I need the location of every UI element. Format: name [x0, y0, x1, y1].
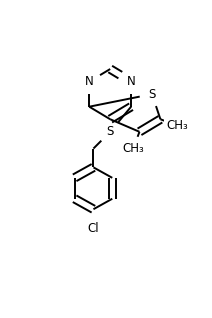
Text: CH₃: CH₃	[166, 119, 188, 132]
Text: S: S	[106, 125, 114, 138]
Text: CH₃: CH₃	[122, 142, 144, 155]
Text: N: N	[127, 75, 135, 88]
Text: N: N	[85, 75, 94, 88]
Text: Cl: Cl	[88, 222, 99, 235]
Text: S: S	[148, 88, 156, 100]
